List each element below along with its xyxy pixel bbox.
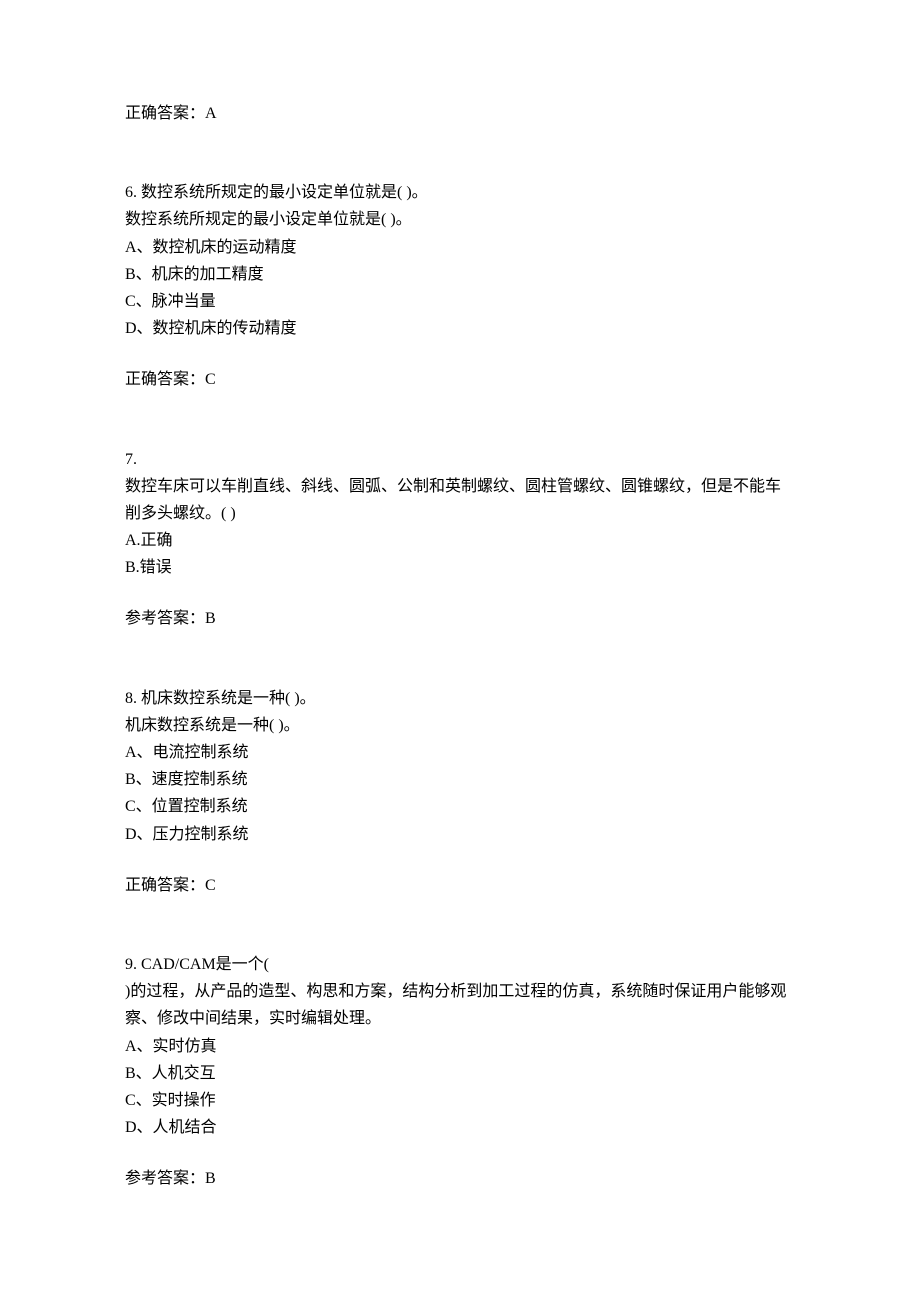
q8-option-c: C、位置控制系统: [125, 793, 795, 820]
q7-body: 数控车床可以车削直线、斜线、圆弧、公制和英制螺纹、圆柱管螺纹、圆锥螺纹，但是不能…: [125, 473, 795, 527]
q9-line1: 9. CAD/CAM是一个(: [125, 951, 795, 978]
q6-title: 6. 数控系统所规定的最小设定单位就是( )。: [125, 179, 795, 206]
question-8: 8. 机床数控系统是一种( )。 机床数控系统是一种( )。 A、电流控制系统 …: [125, 685, 795, 899]
q9-line2: )的过程，从产品的造型、构思和方案，结构分析到加工过程的仿真，系统随时保证用户能…: [125, 978, 795, 1032]
q6-option-d: D、数控机床的传动精度: [125, 315, 795, 342]
q8-option-a: A、电流控制系统: [125, 739, 795, 766]
q9-answer: 参考答案：B: [125, 1165, 795, 1192]
q6-option-a: A、数控机床的运动精度: [125, 234, 795, 261]
q9-option-d: D、人机结合: [125, 1114, 795, 1141]
q8-repeat-title: 机床数控系统是一种( )。: [125, 712, 795, 739]
q6-option-b: B、机床的加工精度: [125, 261, 795, 288]
question-6: 6. 数控系统所规定的最小设定单位就是( )。 数控系统所规定的最小设定单位就是…: [125, 179, 795, 393]
question-7: 7. 数控车床可以车削直线、斜线、圆弧、公制和英制螺纹、圆柱管螺纹、圆锥螺纹，但…: [125, 446, 795, 633]
q6-option-c: C、脉冲当量: [125, 288, 795, 315]
question-9: 9. CAD/CAM是一个( )的过程，从产品的造型、构思和方案，结构分析到加工…: [125, 951, 795, 1193]
q6-answer: 正确答案：C: [125, 366, 795, 393]
q8-answer: 正确答案：C: [125, 872, 795, 899]
q8-option-b: B、速度控制系统: [125, 766, 795, 793]
q5-answer: 正确答案：A: [125, 100, 795, 127]
q8-title: 8. 机床数控系统是一种( )。: [125, 685, 795, 712]
q7-option-b: B.错误: [125, 554, 795, 581]
q8-option-d: D、压力控制系统: [125, 821, 795, 848]
q7-number: 7.: [125, 446, 795, 473]
q9-option-c: C、实时操作: [125, 1087, 795, 1114]
q9-option-a: A、实时仿真: [125, 1033, 795, 1060]
q6-repeat-title: 数控系统所规定的最小设定单位就是( )。: [125, 206, 795, 233]
q9-option-b: B、人机交互: [125, 1060, 795, 1087]
q7-answer: 参考答案：B: [125, 605, 795, 632]
q7-option-a: A.正确: [125, 527, 795, 554]
